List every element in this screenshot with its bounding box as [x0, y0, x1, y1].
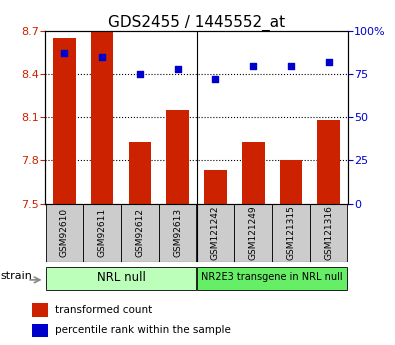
Bar [242, 142, 265, 204]
Bar [32, 304, 48, 317]
Point [61, 51, 68, 56]
FancyBboxPatch shape [45, 267, 196, 290]
Point [325, 59, 332, 65]
Bar [32, 324, 48, 337]
Text: GSM121316: GSM121316 [324, 205, 333, 260]
Point [99, 54, 105, 60]
Text: GSM121315: GSM121315 [286, 205, 295, 260]
Text: GSM92613: GSM92613 [173, 208, 182, 257]
Bar [128, 142, 151, 204]
Bar [166, 110, 189, 204]
Text: NRL null: NRL null [96, 271, 145, 284]
FancyBboxPatch shape [272, 204, 310, 262]
Bar [318, 120, 340, 204]
Bar [91, 31, 113, 204]
Point [250, 63, 256, 68]
FancyBboxPatch shape [235, 204, 272, 262]
FancyBboxPatch shape [159, 204, 196, 262]
Point [288, 63, 294, 68]
Text: GSM92612: GSM92612 [135, 208, 144, 257]
FancyBboxPatch shape [310, 204, 348, 262]
Point [212, 77, 218, 82]
Text: GSM92611: GSM92611 [98, 208, 107, 257]
Bar [204, 170, 227, 204]
Text: percentile rank within the sample: percentile rank within the sample [55, 325, 231, 335]
Point [137, 71, 143, 77]
FancyBboxPatch shape [197, 267, 348, 290]
Text: GSM121249: GSM121249 [249, 206, 258, 260]
FancyBboxPatch shape [83, 204, 121, 262]
Title: GDS2455 / 1445552_at: GDS2455 / 1445552_at [108, 15, 285, 31]
FancyBboxPatch shape [121, 204, 158, 262]
FancyBboxPatch shape [197, 204, 234, 262]
Text: strain: strain [1, 271, 33, 281]
Point [175, 66, 181, 72]
Text: NR2E3 transgene in NRL null: NR2E3 transgene in NRL null [201, 272, 343, 282]
Text: transformed count: transformed count [55, 305, 152, 315]
Bar [53, 38, 76, 204]
Text: GSM92610: GSM92610 [60, 208, 69, 257]
Bar [280, 160, 302, 204]
FancyBboxPatch shape [45, 204, 83, 262]
Text: GSM121242: GSM121242 [211, 206, 220, 260]
